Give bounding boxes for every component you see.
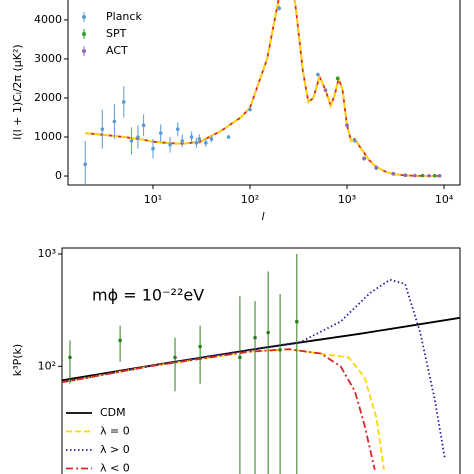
x-tick-label: 10⁴ [435,193,454,206]
data-point [432,173,437,178]
data-point [198,344,202,349]
data-point [352,139,357,143]
legend-label: λ > 0 [100,443,130,456]
y-tick-label: 1000 [34,130,62,143]
data-point [112,119,117,124]
line [62,348,376,471]
y-tick-label: 0 [55,169,62,182]
y-tick-label: 3000 [34,52,62,65]
legend-label: Planck [106,10,142,23]
data-point [83,162,87,167]
line [85,0,440,177]
data-point [362,156,366,161]
y-axis-label: l(l + 1)Cₗ/2π (μK²) [11,44,24,139]
data-point [345,123,349,128]
data-point [253,335,257,340]
legend-marker [82,15,86,19]
y-axis-label: k³P(k) [11,344,24,376]
data-point [374,165,379,170]
data-point [129,139,134,143]
legend-label: λ < 0 [100,462,130,474]
y-tick-label: 4000 [34,13,62,26]
data-point [277,6,282,10]
data-point [173,355,177,360]
data-point [121,100,126,104]
data-point [278,348,282,352]
data-point [158,131,163,135]
data-point [248,107,252,112]
data-point [168,142,172,147]
data-point [203,141,208,145]
data-point [316,72,320,77]
y-tick-label: 2000 [34,91,62,104]
legend-label: CDM [100,406,126,419]
plot-area [62,253,460,474]
data-point [141,123,146,128]
annotation: mϕ = 10⁻²²eV [92,286,204,305]
data-point [226,135,231,139]
data-point [427,173,431,178]
plot-area [83,0,442,185]
data-point [100,127,105,131]
data-point [189,135,194,139]
data-point [437,174,442,178]
data-point [391,172,396,176]
x-tick-label: 10³ [338,193,356,206]
data-point [180,139,185,143]
x-axis-label: l [261,210,264,223]
data-point [151,146,155,151]
axes-frame [67,0,461,186]
data-point [197,137,202,141]
data-point [136,135,140,139]
data-point [266,330,270,335]
axes-frame [61,247,461,474]
x-tick-label: 10¹ [144,193,162,206]
legend-marker [82,32,86,36]
data-point [403,173,408,178]
y-tick-label: 10² [38,359,56,372]
data-point [323,88,328,92]
data-point [238,355,242,360]
data-point [118,338,122,343]
data-point [175,127,180,131]
legend-label: λ = 0 [100,425,130,438]
data-point [209,137,214,141]
data-point [295,319,299,324]
data-point [335,76,340,81]
legend-marker [82,49,86,53]
legend-label: ACT [106,44,128,57]
data-point [420,173,425,178]
y-tick-label: 10³ [38,247,56,260]
data-point [68,355,72,360]
line [62,278,446,460]
x-tick-label: 10² [241,193,259,206]
line [85,0,440,177]
data-point [194,141,199,145]
data-point [413,173,417,178]
legend-label: SPT [106,27,127,40]
